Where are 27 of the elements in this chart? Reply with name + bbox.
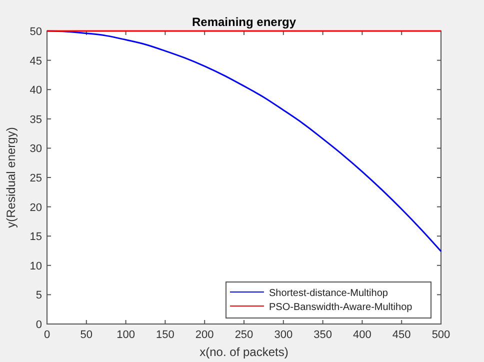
y-tick-label: 5 bbox=[36, 290, 42, 302]
y-tick-label: 50 bbox=[30, 26, 42, 38]
y-axis-title: y(Residual energy) bbox=[4, 127, 18, 228]
y-tick-label: 35 bbox=[30, 114, 42, 126]
x-tick-label: 0 bbox=[44, 329, 50, 341]
x-tick-label: 350 bbox=[314, 329, 332, 341]
x-tick-label: 400 bbox=[353, 329, 372, 341]
y-tick-label: 10 bbox=[30, 260, 42, 272]
legend-label: Shortest-distance-Multihop bbox=[269, 288, 388, 299]
x-tick-label: 300 bbox=[274, 329, 293, 341]
x-tick-label: 150 bbox=[156, 329, 174, 341]
y-tick-label: 15 bbox=[30, 231, 42, 244]
x-tick-label: 50 bbox=[80, 329, 93, 341]
x-axis-title: x(no. of packets) bbox=[200, 345, 288, 359]
y-tick-label: 20 bbox=[30, 202, 42, 214]
x-tick-label: 250 bbox=[234, 329, 254, 341]
chart-title: Remaining energy bbox=[192, 15, 296, 29]
x-tick-label: 200 bbox=[195, 329, 214, 341]
x-tick-label: 500 bbox=[432, 329, 450, 341]
y-tick-label: 30 bbox=[30, 143, 42, 156]
x-tick-label: 450 bbox=[392, 329, 411, 341]
y-tick-label: 0 bbox=[36, 319, 42, 331]
y-tick-label: 45 bbox=[30, 55, 42, 68]
x-tick-label: 100 bbox=[116, 329, 135, 341]
legend-label: PSO-Banswidth-Aware-Multihop bbox=[269, 302, 413, 313]
y-tick-label: 25 bbox=[30, 172, 42, 184]
y-tick-label: 40 bbox=[30, 84, 42, 97]
